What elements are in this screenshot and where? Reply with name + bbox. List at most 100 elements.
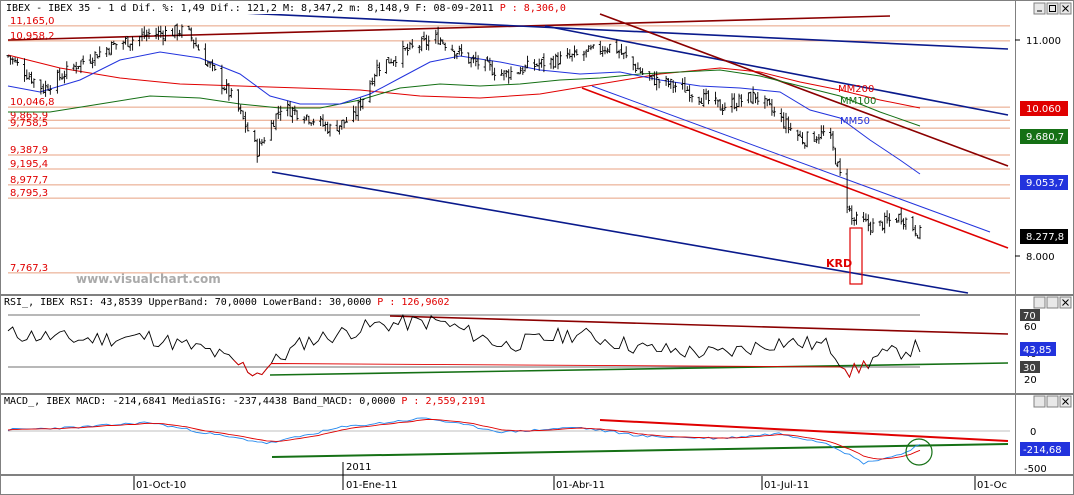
price-bar [236,89,240,112]
price-bar [159,25,163,38]
maximize-button[interactable] [1046,2,1059,15]
rsi-maximize-button[interactable] [1046,296,1059,309]
price-bar [32,78,36,88]
price-bar [246,122,250,132]
price-bar [493,67,497,81]
price-bars [6,23,922,240]
price-bar [542,53,546,73]
price-header: IBEX - IBEX 35 - 1 d Dif. %: 1,49 Dif.: … [6,3,566,14]
price-bar [549,57,553,69]
price-bar [441,39,445,45]
price-bar [582,50,586,61]
minimize-button[interactable] [1033,2,1046,15]
price-bar [683,77,687,93]
level-label-0: 11,165,0 [10,16,55,27]
price-bar [871,218,875,233]
price-bar [345,117,348,123]
price-bar [406,43,410,56]
price-bar [772,106,776,117]
macd-panel-window-buttons[interactable] [1033,395,1072,408]
price-bar [911,216,915,232]
x-tick-oct-11: 01-Oc [977,480,1007,491]
price-bar [229,88,233,98]
rsi-badge-30: 30 [1020,361,1040,374]
watermark: www.visualchart.com [76,272,221,286]
price-bar [328,123,332,137]
price-bar [114,43,118,50]
price-bar [60,73,64,80]
price-bar [702,89,706,107]
price-bar [845,168,849,214]
level-label-2: 10,046,8 [10,97,55,108]
price-bar [855,211,858,225]
price-bar [866,214,870,232]
ma50-label: MM50 [840,116,870,127]
rsi-line-red-segment [233,359,869,379]
price-panel-window-buttons[interactable] [1033,2,1072,15]
channel-line-red [581,87,1009,249]
rsi-panel-window-buttons[interactable] [1033,296,1072,309]
price-bar [657,78,661,89]
svg-text:60: 60 [1024,322,1037,333]
price-bar [474,51,478,67]
price-bar [368,80,372,103]
price-bar [714,91,717,105]
macd-minimize-button[interactable] [1033,395,1046,408]
svg-text:70: 70 [1023,311,1036,322]
x-year-label: 2011 [346,462,371,473]
price-bar [15,58,19,66]
price-bar [408,41,412,50]
price-bar [822,125,826,136]
price-bar [779,108,783,123]
price-bar [667,78,670,88]
price-bar [105,47,109,57]
price-bar [342,119,346,129]
price-bar [194,37,198,47]
price-bar [422,31,426,41]
price-bar [79,60,83,74]
price-bar [145,29,149,42]
price-bar [605,47,609,54]
macd-badge-value: -214,68 [1020,442,1070,456]
price-bar [483,59,487,72]
price-bar [424,34,428,50]
svg-text:0: 0 [1030,427,1036,438]
price-bar [290,106,294,123]
level-label-1: 10,958,2 [10,31,55,42]
price-bar [815,136,819,144]
macd-maximize-button[interactable] [1046,395,1059,408]
krd-box [849,227,863,285]
rsi-line [7,314,921,379]
price-bar [375,59,379,77]
price-bar [434,29,438,44]
price-bar [756,92,760,105]
price-bar [869,221,873,236]
price-bar [488,57,492,71]
x-tick-ene-11: 01-Ene-11 [346,480,397,491]
price-bar [476,55,480,70]
price-bar [410,39,414,49]
price-bar [533,59,536,71]
krd-annotation: KRD [826,257,852,270]
price-bar [591,44,595,49]
price-bar [615,39,619,54]
price-bar [227,83,231,101]
rsi-trend-green [269,362,1009,376]
price-bar [361,98,365,110]
price-bar [401,40,405,68]
price-bar [319,116,323,126]
rsi-minimize-button[interactable] [1033,296,1046,309]
channel-line-blue-thin [591,85,991,233]
price-bar [44,80,48,97]
price-bar [30,71,33,84]
price-header-stats: Dif. %: 1,49 Dif.: 121,2 M: 8,347,2 m: 8… [132,3,493,14]
price-bar [121,40,125,50]
price-bar [584,49,588,58]
x-axis: 01-Oct-10 2011 01-Ene-11 01-Abr-11 01-Ju… [133,462,1007,491]
price-bar [638,67,642,74]
price-bar [255,138,259,163]
price-bar [262,137,266,144]
price-bar [789,122,793,131]
price-bar [697,96,701,105]
